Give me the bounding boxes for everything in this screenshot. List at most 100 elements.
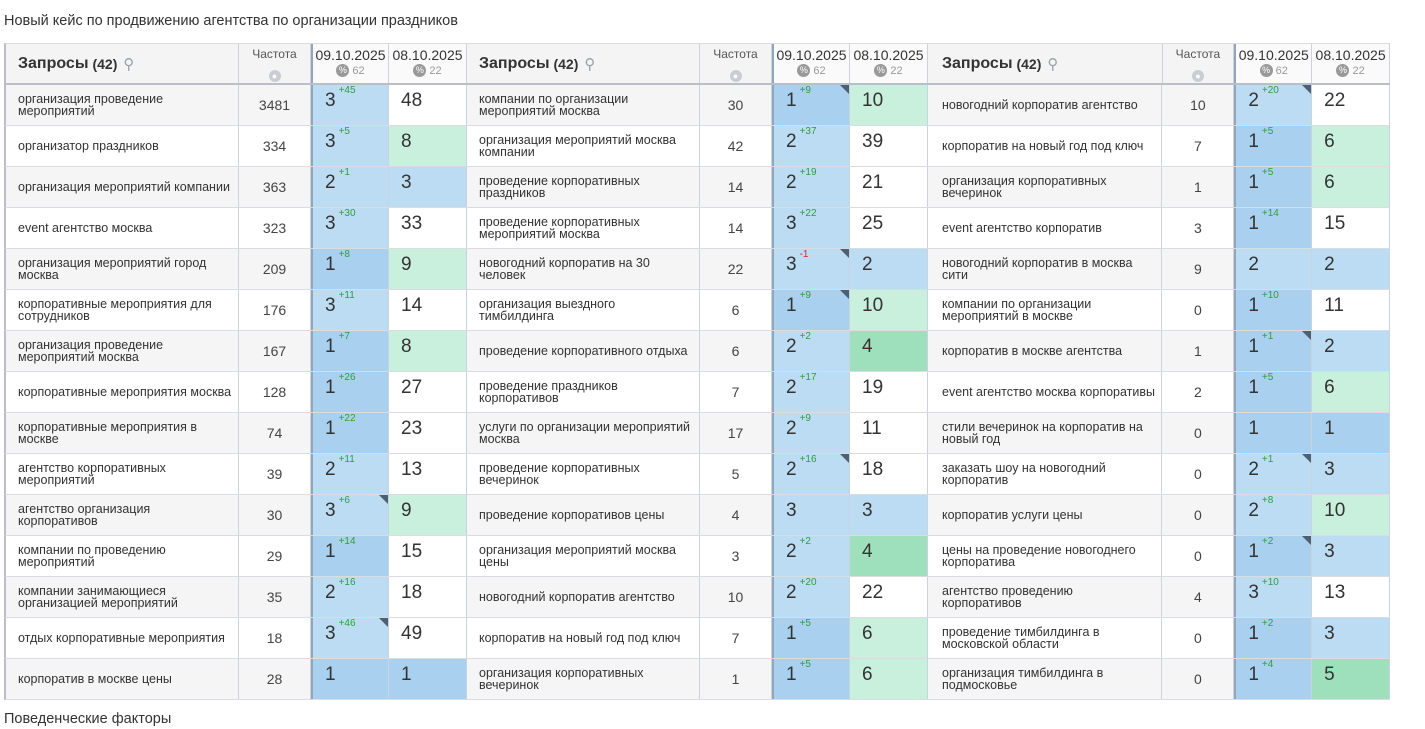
position-cell-date1[interactable]: 1 +10 [1234, 290, 1313, 330]
position-cell-date1[interactable]: 2 +20 [1234, 85, 1313, 125]
query-cell[interactable]: новогодний корпоратив в москва сити [930, 249, 1163, 289]
position-cell-date2[interactable]: 2 [850, 249, 928, 289]
position-cell-date1[interactable]: 1 +8 [311, 249, 389, 289]
position-cell-date2[interactable]: 4 [850, 331, 928, 371]
date-header-2[interactable]: 08.10.2025% 22 [389, 44, 467, 83]
query-cell[interactable]: проведение корпоративных вечеринок [467, 454, 700, 494]
position-cell-date1[interactable]: 1 +14 [1234, 208, 1313, 248]
query-cell[interactable]: корпоратив услуги цены [930, 495, 1163, 535]
position-cell-date1[interactable]: 2 +8 [1234, 495, 1313, 535]
query-cell[interactable]: организация проведение мероприятий [6, 85, 239, 125]
position-cell-date1[interactable]: 3 +22 [772, 208, 850, 248]
query-cell[interactable]: проведение праздников корпоративов [467, 372, 700, 412]
position-cell-date2[interactable]: 6 [1312, 372, 1390, 412]
position-cell-date2[interactable]: 9 [389, 249, 467, 289]
position-cell-date1[interactable]: 1 +5 [772, 618, 850, 658]
position-cell-date2[interactable]: 25 [850, 208, 928, 248]
position-cell-date2[interactable]: 6 [850, 618, 928, 658]
position-cell-date1[interactable]: 2 +19 [772, 167, 850, 207]
queries-header[interactable]: Запросы (42) ⚲ [467, 44, 700, 83]
position-cell-date1[interactable]: 3 +11 [311, 290, 389, 330]
position-cell-date1[interactable]: 3 +10 [1234, 577, 1313, 617]
position-cell-date2[interactable]: 4 [850, 536, 928, 576]
position-cell-date2[interactable]: 39 [850, 126, 928, 166]
query-cell[interactable]: компании по организации мероприятий в мо… [930, 290, 1163, 330]
position-cell-date2[interactable]: 6 [850, 659, 928, 699]
position-cell-date1[interactable]: 1 [1234, 413, 1313, 453]
query-cell[interactable]: организация мероприятий москва цены [467, 536, 700, 576]
query-cell[interactable]: новогодний корпоратив на 30 человек [467, 249, 700, 289]
position-cell-date1[interactable]: 1 +5 [1234, 126, 1313, 166]
query-cell[interactable]: организация мероприятий город москва [6, 249, 239, 289]
query-cell[interactable]: организация мероприятий москва компании [467, 126, 700, 166]
position-cell-date2[interactable]: 11 [1312, 290, 1390, 330]
query-cell[interactable]: корпоративные мероприятия в москве [6, 413, 239, 453]
position-cell-date2[interactable]: 6 [1312, 126, 1390, 166]
position-cell-date2[interactable]: 27 [389, 372, 467, 412]
position-cell-date2[interactable]: 8 [389, 331, 467, 371]
position-cell-date1[interactable]: 3 +6 [311, 495, 389, 535]
query-cell[interactable]: event агентство корпоратив [930, 208, 1163, 248]
position-cell-date2[interactable]: 3 [850, 495, 928, 535]
position-cell-date2[interactable]: 3 [1312, 536, 1390, 576]
position-cell-date2[interactable]: 13 [389, 454, 467, 494]
position-cell-date1[interactable]: 2 +2 [772, 331, 850, 371]
query-cell[interactable]: цены на проведение новогоднего корпорати… [930, 536, 1163, 576]
query-cell[interactable]: корпоратив на новый год под ключ [467, 618, 700, 658]
position-cell-date2[interactable]: 9 [389, 495, 467, 535]
position-cell-date1[interactable]: 1 +2 [1234, 618, 1313, 658]
position-cell-date2[interactable]: 3 [389, 167, 467, 207]
query-cell[interactable]: корпоративные мероприятия москва [6, 372, 239, 412]
position-cell-date2[interactable]: 15 [389, 536, 467, 576]
position-cell-date1[interactable]: 1 +26 [311, 372, 389, 412]
position-cell-date1[interactable]: 2 +16 [311, 577, 389, 617]
position-cell-date2[interactable]: 19 [850, 372, 928, 412]
position-cell-date1[interactable]: 1 +9 [772, 290, 850, 330]
frequency-header[interactable]: Частота ● [700, 44, 772, 83]
position-cell-date2[interactable]: 1 [1312, 413, 1390, 453]
search-icon[interactable]: ⚲ [584, 55, 596, 73]
date-header-1[interactable]: 09.10.2025% 62 [772, 44, 850, 83]
query-cell[interactable]: организация выездного тимбилдинга [467, 290, 700, 330]
query-cell[interactable]: корпоративные мероприятия для сотруднико… [6, 290, 239, 330]
section-title-behavioral[interactable]: Поведенческие факторы [4, 711, 172, 727]
position-cell-date2[interactable]: 3 [1312, 454, 1390, 494]
query-cell[interactable]: организация корпоративных вечеринок [467, 659, 700, 699]
query-cell[interactable]: проведение корпоративных мероприятий мос… [467, 208, 700, 248]
position-cell-date2[interactable]: 3 [1312, 618, 1390, 658]
position-cell-date1[interactable]: 1 [311, 659, 389, 699]
query-cell[interactable]: event агентство москва корпоративы [930, 372, 1163, 412]
position-cell-date1[interactable]: 3 -1 [772, 249, 850, 289]
position-cell-date1[interactable]: 1 +5 [1234, 167, 1313, 207]
date-header-1[interactable]: 09.10.2025% 62 [1234, 44, 1313, 83]
position-cell-date1[interactable]: 2 +9 [772, 413, 850, 453]
search-icon[interactable]: ⚲ [1047, 55, 1059, 73]
position-cell-date1[interactable]: 1 +14 [311, 536, 389, 576]
position-cell-date1[interactable]: 1 +2 [1234, 536, 1313, 576]
position-cell-date2[interactable]: 23 [389, 413, 467, 453]
position-cell-date2[interactable]: 11 [850, 413, 928, 453]
query-cell[interactable]: новогодний корпоратив агентство [467, 577, 700, 617]
query-cell[interactable]: новогодний корпоратив агентство [930, 85, 1163, 125]
position-cell-date1[interactable]: 2 +37 [772, 126, 850, 166]
query-cell[interactable]: организация проведение мероприятий москв… [6, 331, 239, 371]
position-cell-date1[interactable]: 2 +2 [772, 536, 850, 576]
position-cell-date2[interactable]: 15 [1312, 208, 1390, 248]
queries-header[interactable]: Запросы (42) ⚲ [6, 44, 239, 83]
position-cell-date1[interactable]: 3 [772, 495, 850, 535]
query-cell[interactable]: организация мероприятий компании [6, 167, 239, 207]
date-header-2[interactable]: 08.10.2025% 22 [1312, 44, 1390, 83]
query-cell[interactable]: корпоратив в москве цены [6, 659, 239, 699]
query-cell[interactable]: услуги по организации мероприятий москва [467, 413, 700, 453]
query-cell[interactable]: компании по организации мероприятий моск… [467, 85, 700, 125]
query-cell[interactable]: организация тимбилдинга в подмосковье [930, 659, 1163, 699]
queries-header[interactable]: Запросы (42) ⚲ [930, 44, 1163, 83]
position-cell-date1[interactable]: 2 +1 [1234, 454, 1313, 494]
position-cell-date2[interactable]: 21 [850, 167, 928, 207]
position-cell-date1[interactable]: 3 +45 [311, 85, 389, 125]
query-cell[interactable]: заказать шоу на новогодний корпоратив [930, 454, 1163, 494]
query-cell[interactable]: компании занимающиеся организацией мероп… [6, 577, 239, 617]
date-header-2[interactable]: 08.10.2025% 22 [850, 44, 928, 83]
frequency-header[interactable]: Частота ● [239, 44, 311, 83]
query-cell[interactable]: event агентство москва [6, 208, 239, 248]
